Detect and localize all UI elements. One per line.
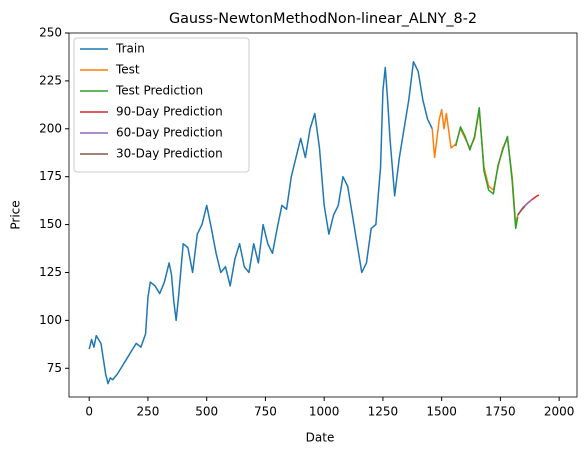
legend-label: 30-Day Prediction <box>116 147 223 161</box>
series-line <box>517 205 526 216</box>
series-line <box>517 194 540 216</box>
y-tick-label: 200 <box>39 121 62 135</box>
x-tick-label: 750 <box>254 405 277 419</box>
axes-frame <box>68 32 578 398</box>
legend-label: 90-Day Prediction <box>116 105 223 119</box>
x-tick-label: 1250 <box>368 405 399 419</box>
y-tick-label: 225 <box>39 73 62 87</box>
legend-label: Train <box>115 42 145 56</box>
y-tick-label: 125 <box>39 265 62 279</box>
y-tick-label: 100 <box>39 313 62 327</box>
series-line <box>431 108 519 226</box>
x-tick-label: 250 <box>136 405 159 419</box>
x-axis-label: Date <box>306 431 335 445</box>
x-tick-label: 500 <box>195 405 218 419</box>
x-tick-label: 1000 <box>309 405 340 419</box>
chart-title: Gauss-NewtonMethodNon-linear_ALNY_8-2 <box>169 11 477 27</box>
x-tick-label: 2000 <box>544 405 575 419</box>
legend-label: Test Prediction <box>115 84 203 98</box>
legend-label: 60-Day Prediction <box>116 126 223 140</box>
series-line <box>88 60 433 385</box>
y-tick-label: 150 <box>39 217 62 231</box>
y-tick-label: 250 <box>39 26 62 40</box>
y-tick-label: 75 <box>47 361 62 375</box>
x-tick-label: 1500 <box>426 405 457 419</box>
y-tick-label: 175 <box>39 169 62 183</box>
x-tick-label: 1750 <box>485 405 516 419</box>
legend-label: Test <box>115 63 140 77</box>
legend-box <box>73 37 250 173</box>
y-axis-label: Price <box>9 200 23 229</box>
x-tick-label: 0 <box>85 405 93 419</box>
series-line <box>455 106 519 230</box>
